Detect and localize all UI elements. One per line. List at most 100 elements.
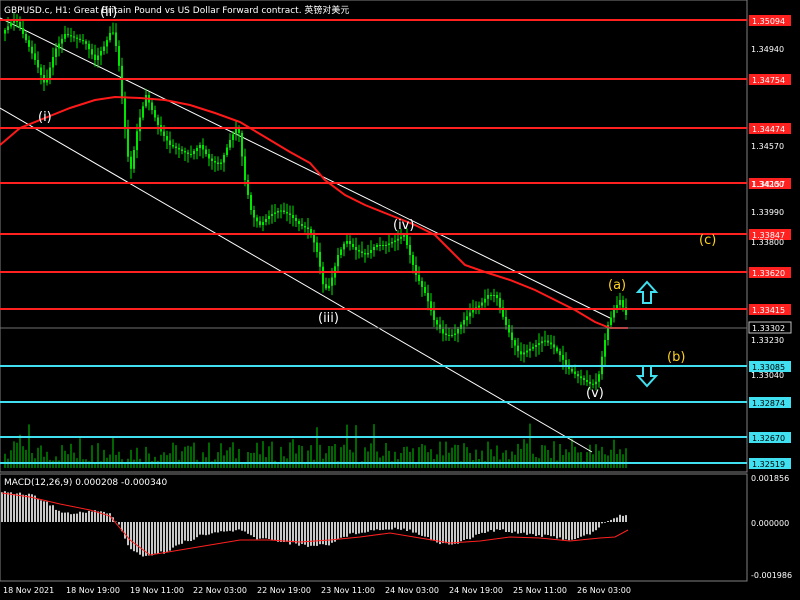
candle-body xyxy=(421,281,423,287)
macd-tick: -0.001986 xyxy=(751,571,792,580)
candle-body xyxy=(250,195,252,210)
candle-body xyxy=(562,355,564,360)
candle-body xyxy=(295,218,297,221)
candle-body xyxy=(154,110,156,118)
channel-upper-line xyxy=(0,17,611,319)
candle-body xyxy=(217,162,219,164)
level-lines: 1.35094 1.34754 1.34474 1.34157 1.33847 1.336… xyxy=(0,15,791,469)
candle-body xyxy=(142,106,144,118)
time-tick: 22 Nov 19:00 xyxy=(257,586,311,595)
candle-body xyxy=(166,136,168,141)
time-tick: 24 Nov 19:00 xyxy=(449,586,503,595)
level-tag-label: 1.32670 xyxy=(752,434,785,443)
candle-body xyxy=(403,235,405,237)
candle-body xyxy=(367,253,369,255)
candle-body xyxy=(466,316,468,321)
wave-label-iv: (iv) xyxy=(393,218,414,233)
candle-body xyxy=(7,26,9,30)
candle-body xyxy=(301,224,303,226)
candle-body xyxy=(457,329,459,334)
level-tag-label: 1.33415 xyxy=(752,306,785,315)
candle-body xyxy=(325,284,327,289)
candle-body xyxy=(532,346,534,349)
candle-body xyxy=(88,43,90,50)
candle-body xyxy=(502,307,504,317)
current-price-marker: 1.33302 xyxy=(0,321,792,334)
candle-body xyxy=(619,300,621,305)
volume-bars xyxy=(4,423,627,468)
level-tag-label: 1.33085 xyxy=(752,363,785,372)
candle-body xyxy=(133,150,135,169)
candle-body xyxy=(190,154,192,155)
level-tag-label: 1.33847 xyxy=(752,231,785,240)
candle-body xyxy=(304,226,306,228)
candle-body xyxy=(124,98,126,130)
candle-body xyxy=(46,78,48,83)
candle-body xyxy=(277,211,279,213)
macd-histogram xyxy=(1,491,627,557)
candle-body xyxy=(592,383,594,385)
candle-body xyxy=(550,342,552,345)
candle-body xyxy=(172,145,174,147)
candle-body xyxy=(112,32,114,34)
candle-body xyxy=(280,210,282,212)
candle-body xyxy=(247,180,249,195)
candle-body xyxy=(379,245,381,246)
candle-body xyxy=(229,140,231,148)
candle-body xyxy=(28,40,30,47)
candle-body xyxy=(145,95,147,107)
candle-body xyxy=(91,49,93,55)
candle-body xyxy=(376,245,378,247)
candle-body xyxy=(214,161,216,163)
candle-body xyxy=(607,325,609,340)
moving-average xyxy=(0,95,628,329)
candle-body xyxy=(253,210,255,218)
macd-axis: 0.001856 0.000000 -0.001986 xyxy=(751,474,792,580)
candle-body xyxy=(547,340,549,343)
chart-title: GBPUSD.c, H1: Great Britain Pound vs US … xyxy=(4,6,350,16)
candle-body xyxy=(487,295,489,299)
candle-body xyxy=(19,22,21,28)
candle-body xyxy=(256,217,258,222)
time-tick: 19 Nov 11:00 xyxy=(130,586,184,595)
candle-body xyxy=(589,381,591,384)
candle-body xyxy=(235,128,237,135)
candle-body xyxy=(286,212,288,214)
candle-body xyxy=(340,249,342,255)
price-tick: 1.33040 xyxy=(751,371,784,380)
candle-body xyxy=(82,40,84,42)
level-tag xyxy=(749,458,791,469)
candle-body xyxy=(433,310,435,320)
candle-body xyxy=(268,216,270,219)
candle-body xyxy=(505,316,507,325)
candle-body xyxy=(388,243,390,245)
candle-body xyxy=(97,55,99,60)
candle-body xyxy=(208,154,210,159)
level-tag-label: 1.34754 xyxy=(752,76,785,85)
level-tag-label: 1.34157 xyxy=(752,180,785,189)
candle-body xyxy=(511,332,513,340)
candle-body xyxy=(610,317,612,325)
candle-body xyxy=(436,320,438,325)
candle-body xyxy=(61,38,63,44)
candle-body xyxy=(346,241,348,244)
candle-body xyxy=(463,320,465,325)
candle-body xyxy=(448,335,450,336)
candle-body xyxy=(616,305,618,310)
candle-body xyxy=(343,243,345,250)
candle-body xyxy=(283,210,285,212)
price-axis: 1.34940 1.34570 1.34200 1.33990 1.33800 … xyxy=(751,45,784,380)
candle-body xyxy=(373,247,375,250)
price-tick: 1.33230 xyxy=(751,336,784,345)
candle-body xyxy=(382,245,384,246)
time-tick: 25 Nov 11:00 xyxy=(513,586,567,595)
time-tick: 23 Nov 11:00 xyxy=(321,586,375,595)
candle-body xyxy=(328,285,330,289)
candle-body xyxy=(430,301,432,311)
level-tag xyxy=(749,304,791,315)
candle-body xyxy=(10,22,12,27)
candle-body xyxy=(79,38,81,40)
candle-body xyxy=(244,156,246,180)
candle-body xyxy=(316,242,318,252)
